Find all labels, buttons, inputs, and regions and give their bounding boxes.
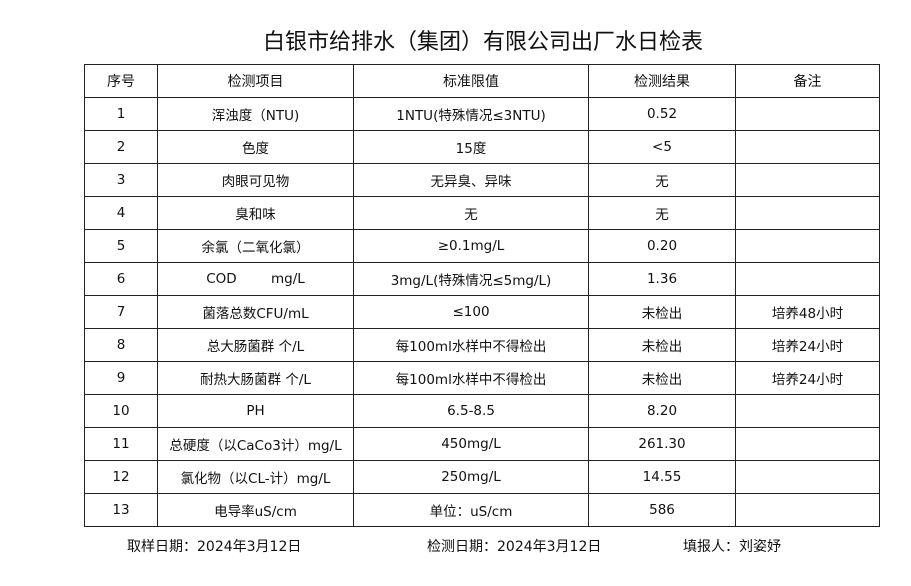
table-row: 5 余氯（二氧化氯） ≥0.1mg/L 0.20 (84, 229, 880, 263)
table-cell (735, 427, 880, 461)
table-cell (735, 229, 880, 263)
table-cell (735, 163, 880, 197)
table-cell: 261.30 (588, 427, 736, 461)
table-row: 13 电导率uS/cm 单位：uS/cm 586 (84, 493, 880, 527)
table-cell: 电导率uS/cm (157, 493, 354, 527)
table-cell: ≤100 (353, 295, 589, 329)
table-cell: 0.20 (588, 229, 736, 263)
table-cell (735, 394, 880, 428)
inspection-table: 序号 检测项目 标准限值 检测结果 备注 1 浑浊度（NTU) 1NTU(特殊情况≤… (84, 64, 880, 527)
header-cell: 检测项目 (157, 64, 354, 98)
table-cell: 余氯（二氧化氯） (157, 229, 354, 263)
table-header: 序号 检测项目 标准限值 检测结果 备注 (84, 64, 880, 98)
sample-date: 取样日期：2024年3月12日 (127, 539, 302, 555)
table-cell: 总大肠菌群 个/L (157, 328, 354, 362)
table-cell (735, 460, 880, 494)
header-cell: 检测结果 (588, 64, 736, 98)
table-cell: 8 (84, 328, 158, 362)
table-cell: 3mg/L(特殊情况≤5mg/L) (353, 262, 589, 296)
table-row: 4 臭和味无无 (84, 196, 880, 230)
table-cell: 3 (84, 163, 158, 197)
table-cell: 1.36 (588, 262, 736, 296)
table-row: 10 PH 6.5-8.5 8.20 (84, 394, 880, 428)
table-cell: 未检出 (588, 361, 736, 395)
table-cell: 无 (353, 196, 589, 230)
table-cell: 未检出 (588, 328, 736, 362)
table-cell: ≥0.1mg/L (353, 229, 589, 263)
table-cell: 无 (588, 163, 736, 197)
table-row: 6 COD mg/L 3mg/L(特殊情况≤5mg/L) 1.36 (84, 262, 880, 296)
table-cell: 6 (84, 262, 158, 296)
table-cell: 肉眼可见物 (157, 163, 354, 197)
table-cell: 7 (84, 295, 158, 329)
table-cell: 6.5-8.5 (353, 394, 589, 428)
table-cell: 5 (84, 229, 158, 263)
table-row: 7 菌落总数CFU/mL ≤100 未检出 培养48小时 (84, 295, 880, 329)
table-cell: 培养24小时 (735, 328, 880, 362)
table-cell: 总硬度（以CaCo3计）mg/L (157, 427, 354, 461)
test-date: 检测日期：2024年3月12日 (427, 539, 602, 555)
table-cell: 每100ml水样中不得检出 (353, 361, 589, 395)
table-cell: 无 (588, 196, 736, 230)
table-cell: 1NTU(特殊情况≤3NTU) (353, 97, 589, 131)
table-cell: 11 (84, 427, 158, 461)
table-cell: 未检出 (588, 295, 736, 329)
table-cell: 菌落总数CFU/mL (157, 295, 354, 329)
table-cell: COD mg/L (157, 262, 354, 296)
table-cell: <5 (588, 130, 736, 164)
table-cell: 0.52 (588, 97, 736, 131)
header-cell: 备注 (735, 64, 880, 98)
table-cell: 培养48小时 (735, 295, 880, 329)
table-row: 8 总大肠菌群 个/L 每100ml水样中不得检出 未检出 培养24小时 (84, 328, 880, 362)
page-title: 白银市给排水（集团）有限公司出厂水日检表 (262, 30, 703, 55)
table-cell: 12 (84, 460, 158, 494)
table-cell: 586 (588, 493, 736, 527)
table-cell (735, 130, 880, 164)
table-cell (735, 262, 880, 296)
reporter: 填报人：刘姿妤 (683, 539, 781, 555)
table-cell (735, 196, 880, 230)
header-cell: 标准限值 (353, 64, 589, 98)
table-cell: 单位：uS/cm (353, 493, 589, 527)
table-row: 12 氯化物（以CL-计）mg/L 250mg/L 14.55 (84, 460, 880, 494)
table-row: 9 耐热大肠菌群 个/L 每100ml水样中不得检出 未检出 培养24小时 (84, 361, 880, 395)
table-cell: 4 (84, 196, 158, 230)
table-cell: 9 (84, 361, 158, 395)
table-cell: PH (157, 394, 354, 428)
table-cell: 浑浊度（NTU) (157, 97, 354, 131)
table-cell: 臭和味 (157, 196, 354, 230)
table-cell (735, 493, 880, 527)
table-cell (735, 97, 880, 131)
table-cell: 13 (84, 493, 158, 527)
table-row: 3 肉眼可见物 无异臭、异味无 (84, 163, 880, 197)
table-cell: 450mg/L (353, 427, 589, 461)
table-cell: 8.20 (588, 394, 736, 428)
table-row: 1 浑浊度（NTU) 1NTU(特殊情况≤3NTU) 0.52 (84, 97, 880, 131)
table-cell: 耐热大肠菌群 个/L (157, 361, 354, 395)
table-row: 2 色度 15度 <5 (84, 130, 880, 164)
table-cell: 15度 (353, 130, 589, 164)
table-cell: 色度 (157, 130, 354, 164)
table-row: 11 总硬度（以CaCo3计）mg/L 450mg/L 261.30 (84, 427, 880, 461)
table-cell: 250mg/L (353, 460, 589, 494)
table-cell: 培养24小时 (735, 361, 880, 395)
table-cell: 2 (84, 130, 158, 164)
table-cell: 14.55 (588, 460, 736, 494)
table-cell: 每100ml水样中不得检出 (353, 328, 589, 362)
table-cell: 1 (84, 97, 158, 131)
table-cell: 氯化物（以CL-计）mg/L (157, 460, 354, 494)
header-cell: 序号 (84, 64, 158, 98)
table-cell: 10 (84, 394, 158, 428)
table-cell: 无异臭、异味 (353, 163, 589, 197)
